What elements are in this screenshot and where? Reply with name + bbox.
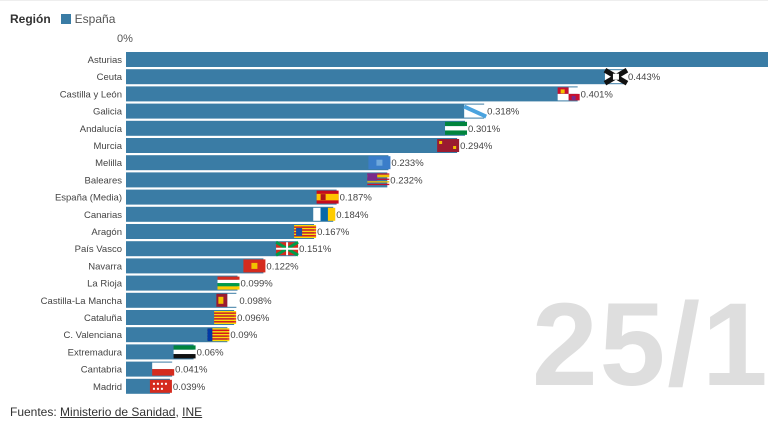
date-watermark: 25/1/ [532, 279, 768, 411]
bar[interactable] [126, 258, 264, 274]
category-label: C. Valenciana [64, 330, 123, 341]
bar-chart: Asturias Ceuta 0.443% Castilla y León 0.401%… [41, 52, 768, 394]
value-label: 0.09% [230, 330, 257, 341]
value-label: 0.318% [487, 107, 520, 118]
value-label: 0.301% [468, 124, 501, 135]
bar[interactable] [126, 206, 334, 222]
value-label: 0.041% [175, 365, 208, 376]
bar[interactable] [126, 69, 625, 85]
category-label: País Vasco [75, 244, 122, 255]
category-label: Cantabria [81, 365, 123, 376]
value-label: 0.039% [173, 382, 206, 393]
bar[interactable] [126, 241, 297, 257]
extremadura-flag-icon [173, 345, 196, 359]
source-link-ine[interactable]: INE [182, 405, 203, 419]
value-label: 0.096% [237, 313, 270, 324]
bar[interactable] [126, 172, 388, 188]
bar[interactable] [126, 275, 238, 291]
source-separator: , [175, 405, 179, 419]
legend-series-name[interactable]: España [74, 12, 116, 26]
category-label: Ceuta [97, 72, 123, 83]
category-label: La Rioja [87, 279, 123, 290]
value-label: 0.187% [340, 193, 373, 204]
baleares-flag-icon [367, 173, 390, 186]
galicia-flag-icon [463, 104, 487, 119]
la-rioja-flag-icon [217, 276, 240, 290]
category-label: Aragón [91, 227, 122, 238]
canarias-flag-icon [313, 207, 336, 221]
source-link-sanidad[interactable]: Ministerio de Sanidad [60, 405, 176, 419]
category-label: Asturias [88, 55, 123, 66]
castilla-leon-flag-icon [557, 87, 580, 101]
bar[interactable] [126, 120, 466, 136]
category-label: Extremadura [68, 347, 123, 358]
value-label: 0.06% [197, 347, 224, 358]
melilla-flag-icon [368, 156, 391, 170]
value-label: 0.167% [317, 227, 350, 238]
madrid-flag-icon [149, 379, 172, 393]
value-label: 0.443% [628, 72, 661, 83]
value-label: 0.099% [241, 279, 274, 290]
bar[interactable] [126, 224, 315, 239]
legend-title: Región [10, 12, 51, 26]
value-label: 0.098% [239, 296, 272, 307]
category-label: Galicia [93, 107, 123, 118]
bar[interactable] [126, 103, 485, 119]
c-valenciana-flag-icon [207, 328, 230, 342]
bar[interactable] [126, 310, 235, 325]
ceuta-flag-icon [603, 68, 629, 86]
bar[interactable] [126, 138, 458, 153]
value-label: 0.232% [390, 175, 423, 186]
category-label: Baleares [85, 175, 123, 186]
value-label: 0.233% [391, 158, 424, 169]
legend-swatch [60, 14, 71, 24]
category-label: España (Media) [55, 193, 122, 204]
bar[interactable] [126, 155, 389, 171]
value-label: 0.122% [266, 261, 299, 272]
cantabria-flag-icon [152, 362, 175, 376]
andalucia-flag-icon [445, 121, 468, 135]
category-label: Castilla y León [60, 89, 122, 100]
bar[interactable] [126, 292, 237, 308]
castilla-la-mancha-flag-icon [216, 293, 239, 307]
category-label: Melilla [95, 158, 123, 169]
espana-flag-icon [316, 190, 339, 204]
x-axis-zero-label: 0% [117, 33, 133, 45]
category-label: Canarias [84, 210, 122, 221]
bar[interactable] [126, 327, 228, 343]
bar[interactable] [126, 52, 768, 67]
aragon-flag-icon [294, 225, 317, 238]
category-label: Cataluña [84, 313, 123, 324]
category-label: Navarra [88, 261, 123, 272]
category-label: Andalucía [80, 124, 123, 135]
murcia-flag-icon [437, 139, 460, 152]
value-label: 0.401% [581, 89, 614, 100]
cataluna-flag-icon [214, 311, 237, 324]
bar[interactable] [126, 86, 578, 102]
value-label: 0.151% [299, 244, 332, 255]
bar[interactable] [126, 189, 337, 205]
legend: Región España [10, 9, 115, 29]
category-label: Castilla-La Mancha [41, 296, 123, 307]
pais-vasco-flag-icon [275, 240, 299, 257]
value-label: 0.294% [460, 141, 493, 152]
source-line: Fuentes: Ministerio de Sanidad, INE [10, 405, 202, 419]
source-prefix: Fuentes: [10, 405, 57, 419]
value-label: 0.184% [336, 210, 369, 221]
navarra-flag-icon [243, 259, 266, 273]
category-label: Murcia [93, 141, 122, 152]
top-rule [0, 0, 768, 1]
category-label: Madrid [93, 382, 122, 393]
